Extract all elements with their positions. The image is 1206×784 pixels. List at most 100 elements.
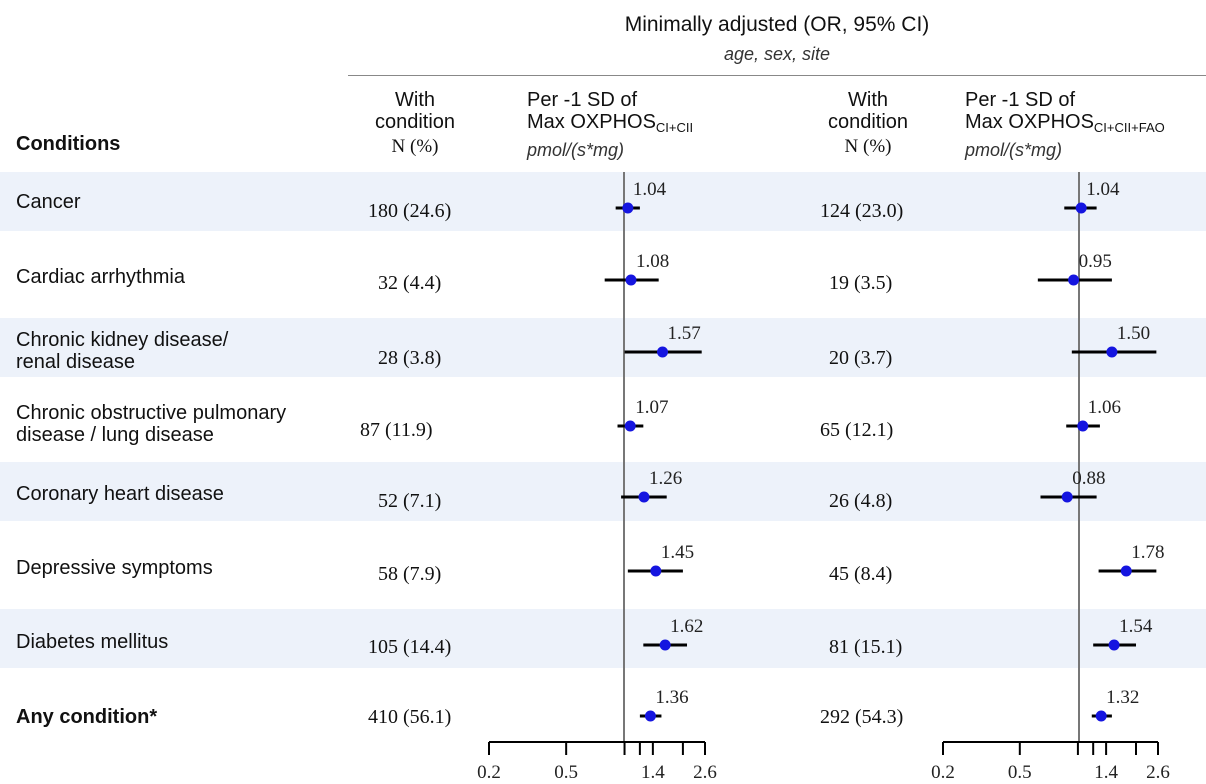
- n-left-diabetes: 105 (14.4): [368, 636, 452, 658]
- condition-label-line: Cardiac arrhythmia: [16, 266, 185, 288]
- condition-label-depressive: Depressive symptoms: [16, 557, 213, 579]
- condition-label-line: Cancer: [16, 191, 81, 213]
- condition-label-line: Diabetes mellitus: [16, 631, 169, 653]
- condition-label-cardiac-arrhythmia: Cardiac arrhythmia: [16, 266, 185, 288]
- or-point: [657, 346, 669, 358]
- condition-label-cancer: Cancer: [16, 191, 80, 213]
- per-sd-label: Per -1 SD of: [527, 89, 638, 111]
- unit-label: pmol/(s*mg): [527, 140, 625, 160]
- x-tick-label: 2.6: [693, 762, 717, 783]
- or-point: [625, 274, 637, 286]
- n-right-cardiac-arrhythmia: 19 (3.5): [829, 272, 893, 294]
- condition-label-chd: Coronary heart disease: [16, 483, 224, 505]
- or-value-label: 1.26: [649, 468, 682, 489]
- or-point: [1095, 710, 1107, 722]
- condition-label-line: disease / lung disease: [16, 424, 214, 446]
- n-right-chd: 26 (4.8): [829, 490, 893, 512]
- with-label: With: [848, 89, 888, 111]
- or-value-label: 1.04: [633, 179, 667, 200]
- or-point: [1106, 346, 1118, 358]
- per-sd-label: Per -1 SD of: [965, 89, 1076, 111]
- max-oxphos-text: Max OXPHOS: [527, 111, 656, 133]
- x-tick-label: 0.2: [477, 762, 501, 783]
- x-tick-label: 1.4: [641, 762, 665, 783]
- or-point: [638, 491, 650, 503]
- per-sd-header-right: Per -1 SD of Max OXPHOSCI+CII+FAO pmol/(…: [965, 89, 1165, 161]
- or-point: [624, 420, 636, 432]
- or-point: [659, 639, 671, 651]
- max-oxphos-label: Max OXPHOSCI+CII: [527, 111, 693, 139]
- or-point: [644, 710, 656, 722]
- header-rule: [348, 75, 1206, 76]
- with-condition-header-left: With condition N (%): [350, 89, 480, 158]
- max-oxphos-text: Max OXPHOS: [965, 111, 1094, 133]
- row-band-diabetes: [0, 609, 1206, 668]
- unit-label: pmol/(s*mg): [965, 140, 1063, 160]
- or-value-label: 1.32: [1106, 687, 1139, 708]
- or-value-label: 1.04: [1086, 179, 1120, 200]
- n-left-any: 410 (56.1): [368, 706, 452, 728]
- condition-label-line: Chronic obstructive pulmonary: [16, 402, 287, 424]
- max-oxphos-label: Max OXPHOSCI+CII+FAO: [965, 111, 1165, 139]
- with-label: With: [395, 89, 435, 111]
- condition-label-line: Any condition*: [16, 706, 158, 728]
- condition-label: condition: [827, 111, 909, 133]
- x-tick-label: 0.5: [1008, 762, 1032, 783]
- condition-label-line: Chronic kidney disease/: [16, 329, 229, 351]
- row-band-chd: [0, 462, 1206, 521]
- n-left-depressive: 58 (7.9): [378, 563, 442, 585]
- x-tick-label: 0.2: [931, 762, 955, 783]
- or-point: [650, 565, 662, 577]
- n-right-cancer: 124 (23.0): [820, 200, 904, 222]
- or-value-label: 1.62: [670, 616, 703, 637]
- or-value-label: 1.06: [1088, 397, 1121, 418]
- n-left-ckd: 28 (3.8): [378, 347, 442, 369]
- row-band-ckd: [0, 318, 1206, 377]
- conditions-column-header: Conditions: [16, 133, 121, 155]
- n-pct-label: N (%): [391, 136, 439, 157]
- or-point: [622, 202, 634, 214]
- or-point: [1077, 420, 1089, 432]
- or-value-label: 0.88: [1072, 468, 1105, 489]
- n-pct-label: N (%): [844, 136, 892, 157]
- max-oxphos-subscript: CI+CII+FAO: [1093, 120, 1165, 135]
- or-value-label: 1.36: [655, 687, 688, 708]
- header-title: Minimally adjusted (OR, 95% CI): [624, 13, 930, 36]
- max-oxphos-subscript: CI+CII: [655, 120, 694, 135]
- condition-label-any: Any condition*: [16, 706, 157, 728]
- n-left-cancer: 180 (24.6): [368, 200, 452, 222]
- with-condition-header-right: With condition N (%): [803, 89, 933, 158]
- condition-label-copd: Chronic obstructive pulmonary disease / …: [16, 402, 286, 446]
- n-left-cardiac-arrhythmia: 32 (4.4): [378, 272, 442, 294]
- n-right-diabetes: 81 (15.1): [829, 636, 903, 658]
- per-sd-header-left: Per -1 SD of Max OXPHOSCI+CII pmol/(s*mg…: [527, 89, 693, 161]
- or-value-label: 0.95: [1079, 251, 1112, 272]
- or-point: [1075, 202, 1087, 214]
- condition-label-line: renal disease: [16, 351, 135, 373]
- condition-label-line: Coronary heart disease: [16, 483, 224, 505]
- or-value-label: 1.57: [668, 323, 701, 344]
- x-tick-label: 0.5: [554, 762, 578, 783]
- condition-label-line: Depressive symptoms: [16, 557, 213, 579]
- header-subtitle: age, sex, site: [723, 44, 831, 64]
- n-right-ckd: 20 (3.7): [829, 347, 893, 369]
- row-band-cancer: [0, 172, 1206, 231]
- or-value-label: 1.78: [1131, 542, 1164, 563]
- n-left-copd: 87 (11.9): [360, 419, 433, 441]
- or-point: [1120, 565, 1132, 577]
- or-value-label: 1.07: [635, 397, 668, 418]
- or-point: [1108, 639, 1120, 651]
- n-left-chd: 52 (7.1): [378, 490, 442, 512]
- n-right-depressive: 45 (8.4): [829, 563, 893, 585]
- condition-label-ckd: Chronic kidney disease/ renal disease: [16, 329, 228, 373]
- or-value-label: 1.45: [661, 542, 694, 563]
- or-value-label: 1.50: [1117, 323, 1150, 344]
- n-right-copd: 65 (12.1): [820, 419, 894, 441]
- x-tick-label: 1.4: [1094, 762, 1118, 783]
- or-point: [1068, 274, 1080, 286]
- x-tick-label: 2.6: [1146, 762, 1170, 783]
- or-point: [1061, 491, 1073, 503]
- n-right-any: 292 (54.3): [820, 706, 904, 728]
- condition-label: condition: [374, 111, 456, 133]
